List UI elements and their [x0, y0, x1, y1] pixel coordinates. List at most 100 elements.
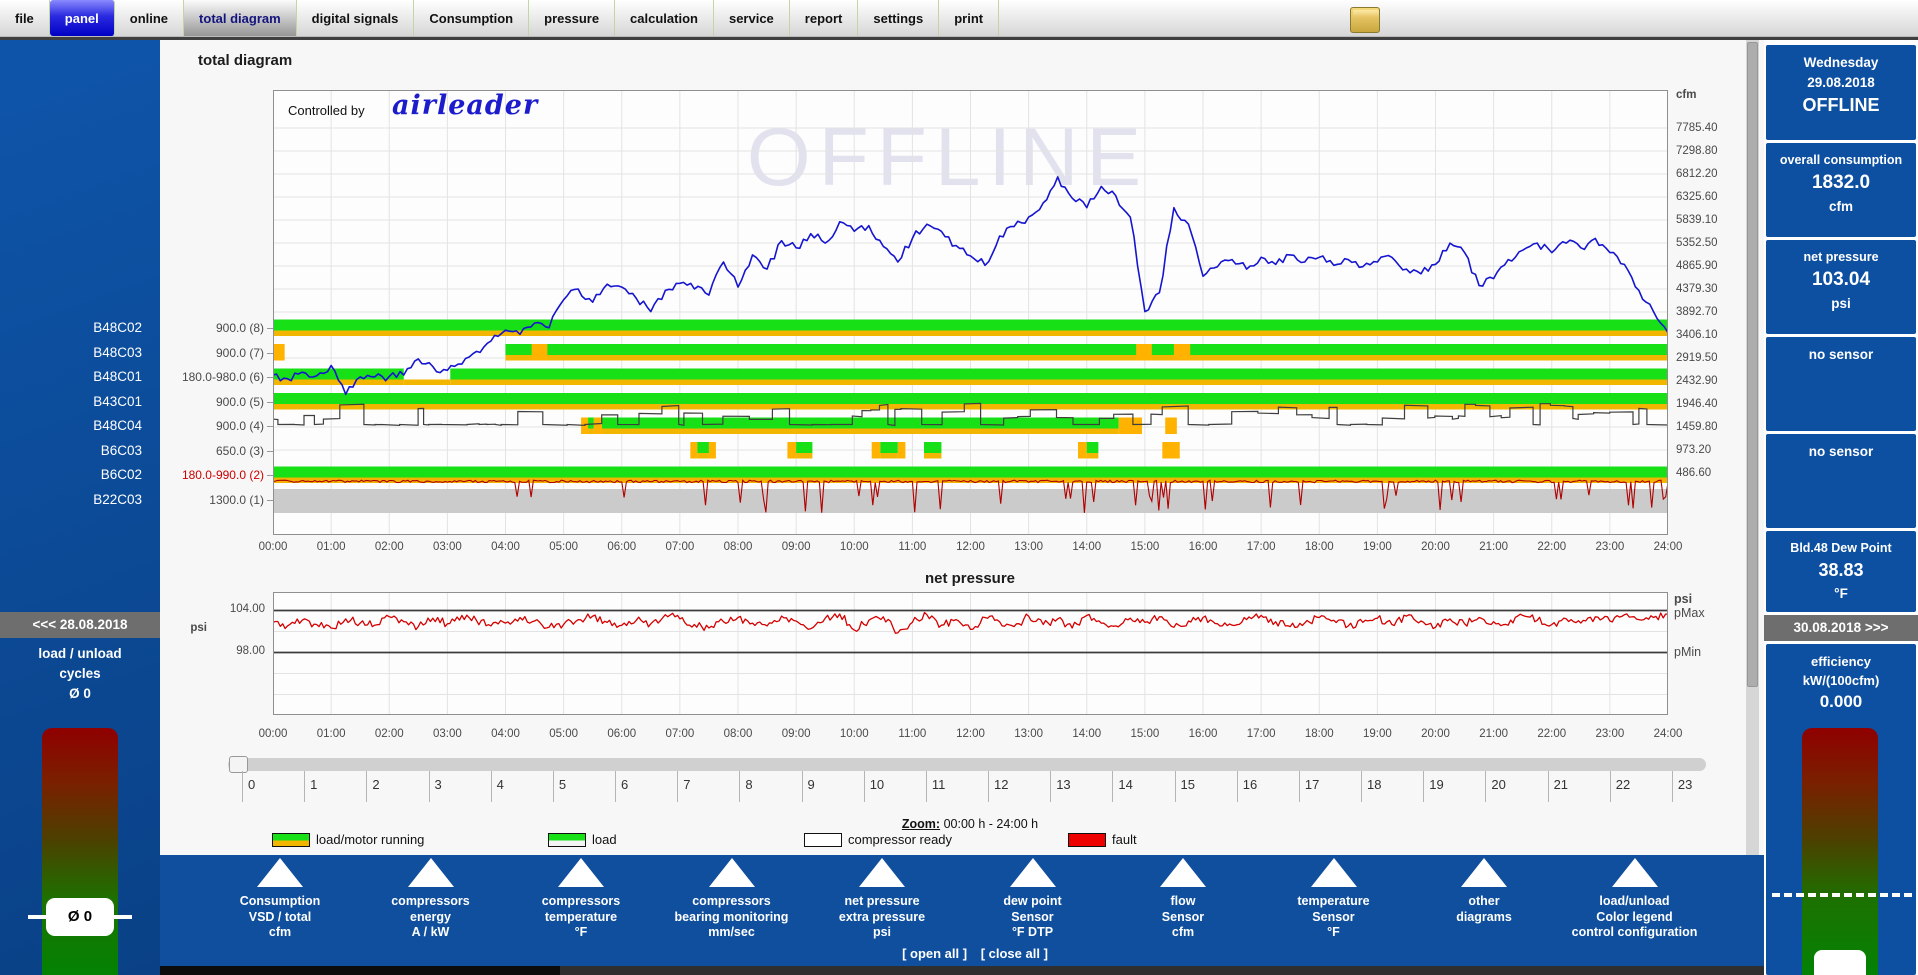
nav-label-line: energy	[356, 910, 506, 926]
ruler-tick	[1423, 771, 1424, 802]
ruler-number: 4	[497, 777, 504, 792]
bottom-nav-compressors[interactable]: compressorstemperature°F	[506, 858, 656, 941]
bottom-nav-dew-point[interactable]: dew pointSensor°F DTP	[958, 858, 1108, 941]
bottom-nav-compressors[interactable]: compressorsenergyA / kW	[356, 858, 506, 941]
bar-motor-B48C02	[273, 331, 1668, 337]
ruler-number: 11	[932, 777, 946, 792]
close-all-button[interactable]: [ close all ]	[981, 946, 1048, 961]
chart2-x-tick-label: 13:00	[1011, 728, 1047, 740]
zoom-slider-handle[interactable]	[229, 756, 248, 773]
bottom-nav-compressors[interactable]: compressorsbearing monitoringmm/sec	[657, 858, 807, 941]
zoom-slider-track[interactable]	[228, 758, 1706, 771]
net-pressure-chart	[273, 592, 1668, 715]
airleader-logo: airleader	[392, 90, 538, 121]
sidebar-compressor-b48c04[interactable]: B48C04	[0, 418, 142, 433]
bar-event-B6C03	[709, 442, 716, 459]
prev-day-button[interactable]: <<< 28.08.2018	[0, 612, 160, 638]
chart1-x-tick-label: 07:00	[662, 541, 698, 553]
menu-tab-file[interactable]: file	[0, 0, 50, 36]
menu-tab-total-diagram[interactable]: total diagram	[184, 0, 297, 36]
nav-arrow-up-icon	[1160, 858, 1206, 887]
chart1-x-tick-label: 21:00	[1476, 541, 1512, 553]
psi-axis-title-right: psi	[1674, 592, 1692, 606]
horizontal-scrollbar-thumb[interactable]	[160, 966, 560, 975]
bottom-nav-flow[interactable]: flowSensorcfm	[1108, 858, 1258, 941]
airleader-app-window: filepanelonlinetotal diagramdigital sign…	[0, 0, 1918, 975]
cycles-average-value: Ø 0	[0, 686, 160, 701]
menu-tab-online[interactable]: online	[115, 0, 184, 36]
bar-motor-B48C01	[450, 380, 1668, 386]
sidebar-compressor-b22c03[interactable]: B22C03	[0, 492, 142, 507]
nav-label-line: cfm	[205, 925, 355, 941]
row-axis-label-b6c03: 650.0 (3)	[160, 444, 264, 458]
status-panel-1-line-2: cfm	[1766, 199, 1916, 214]
menu-tab-print[interactable]: print	[939, 0, 999, 36]
pmax-label: pMax	[1674, 606, 1705, 620]
chart1-x-tick-label: 24:00	[1650, 541, 1686, 553]
chart2-x-tick-label: 24:00	[1650, 728, 1686, 740]
bottom-nav-consumption[interactable]: ConsumptionVSD / totalcfm	[205, 858, 355, 941]
bottom-nav-temperature[interactable]: temperatureSensor°F	[1259, 858, 1409, 941]
status-panel-3-line-0: no sensor	[1766, 347, 1916, 362]
sidebar-compressor-b48c01[interactable]: B48C01	[0, 369, 142, 384]
menu-tab-pressure[interactable]: pressure	[529, 0, 615, 36]
sidebar-compressor-b48c03[interactable]: B48C03	[0, 345, 142, 360]
ruler-tick	[366, 771, 367, 802]
efficiency-unit: kW/(100cfm)	[1766, 673, 1916, 688]
bar-motor-B48C04	[588, 429, 594, 435]
ruler-number: 12	[994, 777, 1008, 792]
vertical-scrollbar-thumb[interactable]	[1747, 42, 1758, 687]
offline-watermark: OFFLINE	[747, 112, 1149, 203]
row-axis-label-b48c04: 900.0 (4)	[160, 419, 264, 433]
status-panel-2-line-2: psi	[1766, 296, 1916, 311]
menu-tab-consumption[interactable]: Consumption	[414, 0, 529, 36]
bar-event-B48C04	[1165, 418, 1177, 435]
open-all-button[interactable]: [ open all ]	[902, 946, 967, 961]
menu-tab-digital-signals[interactable]: digital signals	[297, 0, 415, 36]
bar-load-B6C03	[924, 442, 941, 453]
ruler-tick	[1548, 771, 1549, 802]
psi-axis-title-left: psi	[165, 622, 207, 634]
ruler-tick	[553, 771, 554, 802]
ruler-number: 6	[621, 777, 628, 792]
folder-icon[interactable]	[1350, 7, 1380, 33]
menu-tab-settings[interactable]: settings	[858, 0, 939, 36]
ruler-tick	[1485, 771, 1486, 802]
status-panel-3: no sensor	[1766, 337, 1916, 431]
sidebar-compressor-b43c01[interactable]: B43C01	[0, 394, 142, 409]
sidebar-compressor-b6c03[interactable]: B6C03	[0, 443, 142, 458]
status-panel-0-line-0: Wednesday	[1766, 55, 1916, 70]
menu-tab-calculation[interactable]: calculation	[615, 0, 714, 36]
next-day-button[interactable]: 30.08.2018 >>>	[1764, 615, 1918, 641]
chart2-x-tick-label: 03:00	[429, 728, 465, 740]
sidebar-compressor-b6c02[interactable]: B6C02	[0, 467, 142, 482]
menu-tab-panel[interactable]: panel	[50, 0, 115, 36]
menu-tab-service[interactable]: service	[714, 0, 790, 36]
ruler-number: 23	[1678, 777, 1692, 792]
nav-label-line: °F	[506, 925, 656, 941]
nav-label-line: Color legend	[1560, 910, 1710, 926]
menu-tab-report[interactable]: report	[790, 0, 859, 36]
cycles-gauge	[42, 728, 118, 975]
nav-label-line: diagrams	[1409, 910, 1559, 926]
bottom-nav-net-pressure[interactable]: net pressureextra pressurepsi	[807, 858, 957, 941]
zoom-word: Zoom:	[902, 817, 940, 831]
bottom-nav-load-unload[interactable]: load/unloadColor legendcontrol configura…	[1560, 858, 1710, 941]
ruler-number: 5	[559, 777, 566, 792]
ruler-number: 18	[1367, 777, 1381, 792]
legend-swatch-run	[272, 833, 310, 847]
net-pressure-title: net pressure	[890, 570, 1050, 587]
chart1-x-tick-label: 08:00	[720, 541, 756, 553]
pmin-tick-label: 98.00	[190, 645, 265, 657]
chart2-x-tick-label: 04:00	[488, 728, 524, 740]
legend-swatch-ready	[804, 833, 842, 847]
bottom-nav-other[interactable]: otherdiagrams	[1409, 858, 1559, 925]
nav-label-line: extra pressure	[807, 910, 957, 926]
controlled-by-label: Controlled by	[288, 103, 365, 118]
chart1-x-tick-label: 09:00	[778, 541, 814, 553]
bar-load-B48C04	[602, 418, 1119, 429]
sidebar-compressor-b48c02[interactable]: B48C02	[0, 320, 142, 335]
efficiency-value: 0.000	[1766, 692, 1916, 712]
row-axis-tick	[267, 402, 273, 403]
row-axis-tick	[267, 328, 273, 329]
